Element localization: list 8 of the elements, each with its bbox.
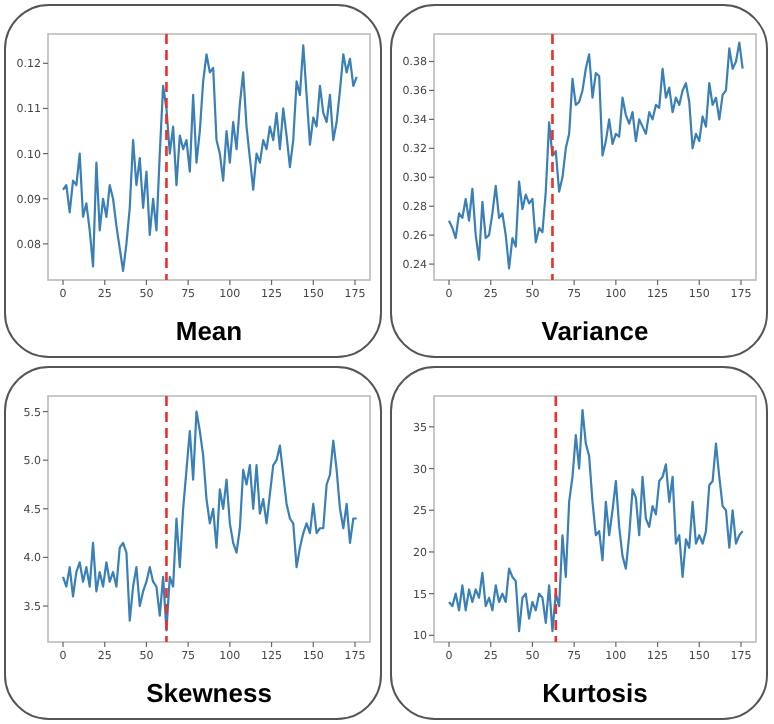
text: Variance: [541, 316, 649, 346]
text: Kurtosis: [542, 678, 648, 708]
text: Mean: [175, 316, 243, 346]
line-series: [61, 44, 358, 273]
line-series: [61, 410, 358, 632]
line-series: [447, 41, 744, 270]
text: Skewness: [146, 678, 272, 708]
line-series: [447, 409, 744, 633]
